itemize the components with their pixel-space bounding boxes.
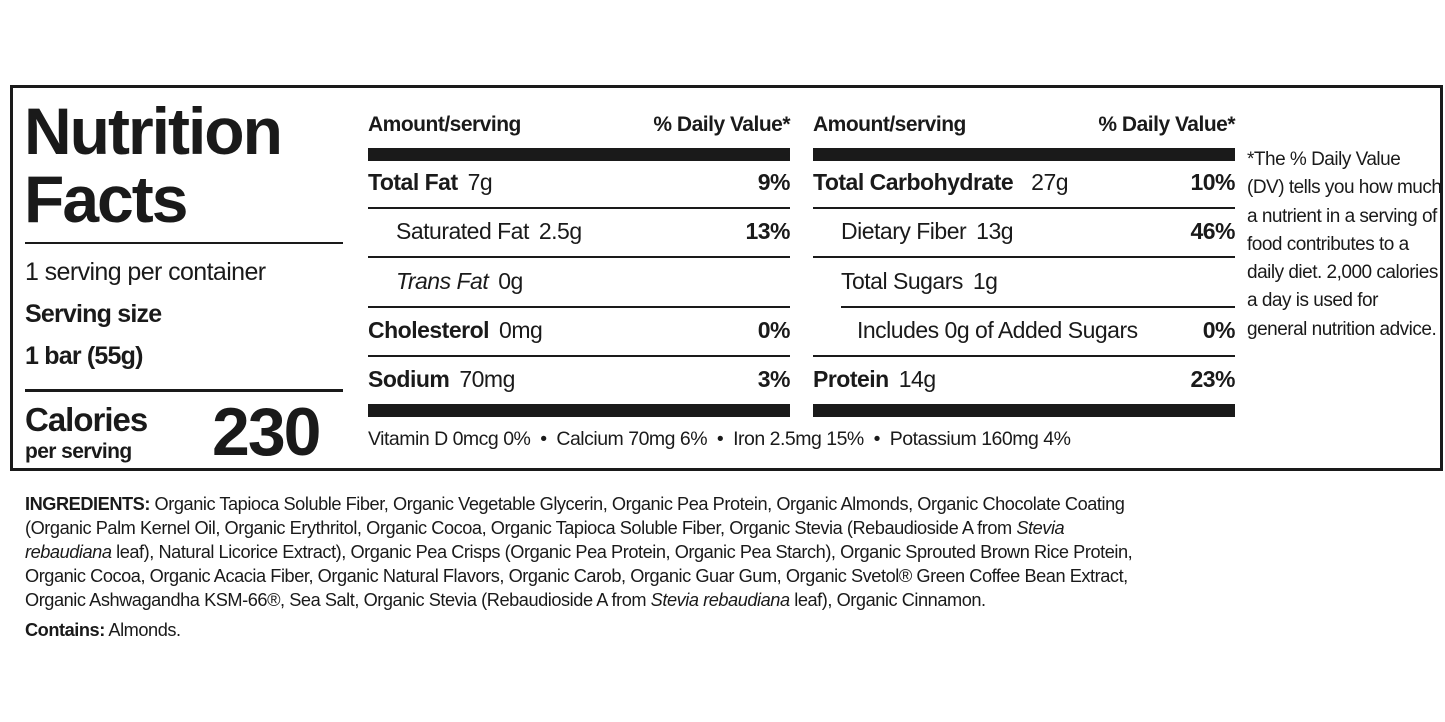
nutrient-dv: 13% [745, 217, 790, 244]
daily-value-footnote: *The % Daily Value (DV) tells you how mu… [1247, 149, 1442, 340]
row-dietary-fiber: Dietary Fiber 13g 46% [813, 216, 1235, 246]
divider [368, 306, 790, 308]
nutrient-name: Total Carbohydrate [813, 168, 1014, 195]
nutrient-name: Includes 0g of Added Sugars [857, 316, 1138, 343]
calories-label: Calories [25, 401, 148, 438]
nutrient-dv: 3% [757, 365, 791, 392]
nutrient-dv: 9% [757, 168, 791, 195]
thick-bar [813, 404, 1235, 417]
ingredients-text: Organic Tapioca Soluble Fiber, Organic V… [149, 494, 1125, 514]
calories-value: 230 [212, 394, 321, 470]
ingredients-line: rebaudiana leaf), Natural Licorice Extra… [25, 540, 1133, 564]
nutrient-amount: 0g [498, 267, 523, 294]
title-facts: Facts [24, 162, 188, 236]
ingredients-text: (Organic Palm Kernel Oil, Organic Erythr… [25, 518, 1017, 538]
ingredients-line: (Organic Palm Kernel Oil, Organic Erythr… [25, 516, 1132, 540]
contains-line: Contains: Almonds. [25, 618, 1132, 642]
nutrient-name: Sodium [368, 365, 450, 392]
nutrient-dv: 23% [1190, 365, 1235, 392]
divider [368, 256, 790, 258]
ingredients-text-italic: Stevia [1016, 518, 1065, 538]
divider [25, 242, 343, 244]
ingredients-text: Organic Ashwagandha KSM-66®, Sea Salt, O… [25, 590, 651, 610]
contains-value: Almonds. [104, 620, 181, 640]
nutrient-dv: 0% [757, 316, 791, 343]
nutrient-amount: 13g [976, 217, 1014, 244]
nutrient-name: Cholesterol [368, 316, 490, 343]
nutrition-facts-panel [10, 85, 1443, 471]
calories-per-serving: per serving [25, 440, 132, 463]
ingredients-text: leaf), Organic Cinnamon. [789, 590, 986, 610]
title-nutrition: Nutrition [24, 94, 283, 168]
row-trans-fat: Trans Fat 0g [368, 266, 790, 296]
divider [813, 207, 1235, 209]
ingredients-label: INGREDIENTS: [25, 494, 150, 514]
ingredients-line: INGREDIENTS: Organic Tapioca Soluble Fib… [25, 492, 1132, 516]
row-added-sugars: Includes 0g of Added Sugars 0% [813, 315, 1236, 345]
nutrient-amount: 70mg [459, 365, 515, 392]
nutrient-dv: 10% [1190, 168, 1235, 195]
nutrient-amount: 2.5g [538, 217, 582, 244]
thick-bar [368, 404, 790, 417]
nutrient-amount: 1g [972, 267, 998, 294]
nutrient-amount: 14g [898, 365, 936, 392]
divider [841, 306, 1235, 308]
header-daily-value: % Daily Value* [1098, 113, 1235, 136]
ingredients-text: Organic Cocoa, Organic Acacia Fiber, Org… [25, 566, 1128, 586]
row-protein: Protein 14g 23% [813, 364, 1235, 394]
vitamins-minerals: Vitamin D 0mcg 0% • Calcium 70mg 6% • Ir… [368, 428, 1071, 450]
nutrient-name: Protein [813, 365, 889, 392]
header-amount: Amount/serving [368, 113, 521, 136]
nutrient-dv: 0% [1202, 316, 1236, 343]
nutrient-name: Total Fat [368, 168, 458, 195]
nutrient-name: Trans Fat [396, 267, 489, 294]
ingredients-text-italic: Stevia rebaudiana [650, 590, 790, 610]
ingredients-text: leaf), Natural Licorice Extract), Organi… [111, 542, 1133, 562]
row-total-carbohydrate: Total Carbohydrate 27g 10% [813, 167, 1235, 197]
contains-label: Contains: [25, 620, 105, 640]
divider [813, 256, 1235, 258]
divider [368, 207, 790, 209]
divider [368, 355, 790, 357]
row-cholesterol: Cholesterol 0mg 0% [368, 315, 791, 345]
ingredients-line: Organic Cocoa, Organic Acacia Fiber, Org… [25, 564, 1132, 588]
row-total-sugars: Total Sugars 1g [813, 266, 1235, 296]
nutrient-amount: 27g [1031, 168, 1069, 195]
header-daily-value: % Daily Value* [653, 113, 790, 136]
thick-bar [368, 148, 790, 161]
divider [25, 389, 343, 392]
serving-size-label: Serving size [25, 300, 162, 328]
divider [813, 355, 1235, 357]
nutrient-name: Dietary Fiber [841, 217, 967, 244]
ingredients-line: Organic Ashwagandha KSM-66®, Sea Salt, O… [25, 588, 1132, 612]
ingredients: INGREDIENTS: Organic Tapioca Soluble Fib… [25, 492, 1133, 642]
ingredients-text-italic: rebaudiana [25, 542, 112, 562]
servings-per-container: 1 serving per container [25, 258, 266, 286]
row-saturated-fat: Saturated Fat 2.5g 13% [368, 216, 790, 246]
nutrient-name: Total Sugars [841, 267, 963, 294]
thick-bar [813, 148, 1235, 161]
row-sodium: Sodium 70mg 3% [368, 364, 791, 394]
nutrient-amount: 0mg [499, 316, 543, 343]
nutrient-dv: 46% [1190, 217, 1235, 244]
nutrient-amount: 7g [467, 168, 493, 195]
serving-size-value: 1 bar (55g) [25, 342, 143, 370]
header-amount: Amount/serving [813, 113, 966, 136]
row-total-fat: Total Fat 7g 9% [368, 167, 791, 197]
nutrient-name: Saturated Fat [396, 217, 529, 244]
